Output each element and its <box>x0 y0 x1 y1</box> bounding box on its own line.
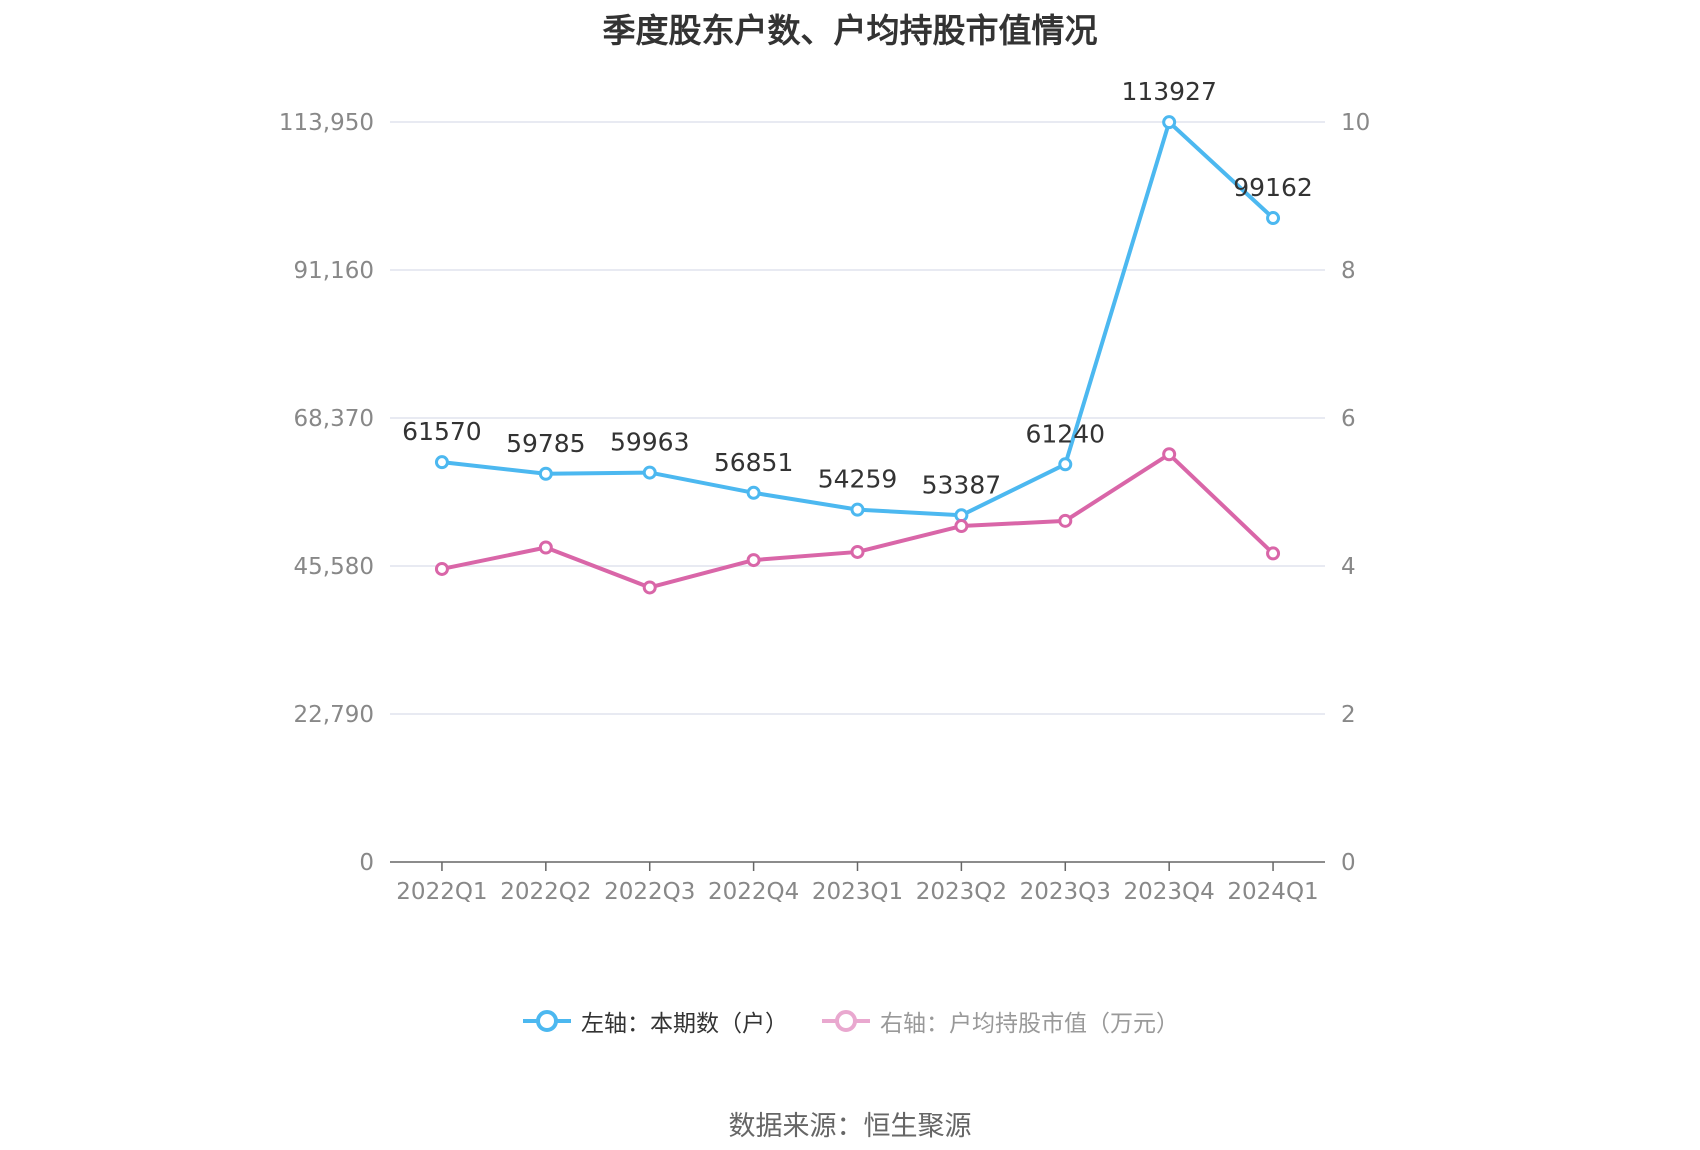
chart-title: 季度股东户数、户均持股市值情况 <box>602 11 1098 50</box>
data-point <box>850 544 865 559</box>
data-point <box>1266 211 1281 226</box>
data-label: 113927 <box>1121 77 1216 106</box>
data-point <box>642 465 657 480</box>
data-point <box>954 519 969 534</box>
data-point <box>642 580 657 595</box>
data-label: 54259 <box>818 465 898 494</box>
data-point <box>1266 546 1281 561</box>
y-right-tick-label: 8 <box>1341 258 1356 284</box>
data-point <box>1058 457 1073 472</box>
data-label: 99162 <box>1233 173 1313 202</box>
legend-left-label: 左轴：本期数（户） <box>581 1011 788 1037</box>
y-right-tick-label: 2 <box>1341 702 1356 728</box>
source-note: 数据来源：恒生聚源 <box>728 1111 972 1142</box>
x-tick-label: 2022Q2 <box>500 879 591 905</box>
axes: 0 0 22,790 2 45,580 4 68,370 6 91,160 8 113,950 10 2… <box>279 110 1370 905</box>
legend-right-icon <box>822 1010 870 1032</box>
x-tick-label: 2022Q1 <box>396 879 487 905</box>
x-tick-label: 2023Q1 <box>812 879 903 905</box>
data-label: 61240 <box>1026 419 1106 448</box>
x-tick-label: 2023Q4 <box>1124 879 1215 905</box>
y-right-tick-label: 10 <box>1341 110 1370 136</box>
x-tick-label: 2022Q3 <box>604 879 695 905</box>
y-left-tick-label: 91,160 <box>294 258 374 284</box>
y-left-tick-label: 68,370 <box>294 406 374 432</box>
data-point <box>538 466 553 481</box>
data-point <box>1058 513 1073 528</box>
data-label: 56851 <box>714 448 794 477</box>
series-lines <box>434 115 1281 595</box>
legend-item-left[interactable]: 左轴：本期数（户） <box>521 1004 788 1038</box>
data-label: 59963 <box>610 428 690 457</box>
x-tick-label: 2023Q2 <box>916 879 1007 905</box>
legend: 左轴：本期数（户） 右轴：户均持股市值（万元） <box>0 1004 1700 1038</box>
y-left-tick-label: 22,790 <box>294 702 374 728</box>
y-right-tick-label: 6 <box>1341 406 1356 432</box>
legend-left-icon <box>523 1010 571 1032</box>
y-left-tick-label: 113,950 <box>279 110 374 136</box>
x-tick-label: 2023Q3 <box>1020 879 1111 905</box>
legend-item-right[interactable]: 右轴：户均持股市值（万元） <box>820 1004 1179 1038</box>
data-label: 61570 <box>402 417 482 446</box>
data-label: 53387 <box>922 470 1002 499</box>
data-point <box>746 553 761 568</box>
y-left-tick-label: 0 <box>359 850 374 876</box>
data-point <box>538 540 553 555</box>
data-point <box>1162 447 1177 462</box>
y-right-tick-label: 4 <box>1341 554 1356 580</box>
y-left-tick-label: 45,580 <box>294 554 374 580</box>
y-right-tick-label: 0 <box>1341 850 1356 876</box>
data-point <box>746 485 761 500</box>
data-point <box>850 502 865 517</box>
data-point <box>434 561 449 576</box>
x-tick-label: 2022Q4 <box>708 879 799 905</box>
legend-right-label: 右轴：户均持股市值（万元） <box>880 1011 1179 1037</box>
data-labels: 61570 59785 59963 56851 54259 53387 61240 11392… <box>402 77 1313 499</box>
data-point <box>434 455 449 470</box>
x-tick-label: 2024Q1 <box>1227 879 1318 905</box>
data-point <box>1162 115 1177 130</box>
data-label: 59785 <box>506 429 586 458</box>
gridlines <box>390 121 1325 715</box>
